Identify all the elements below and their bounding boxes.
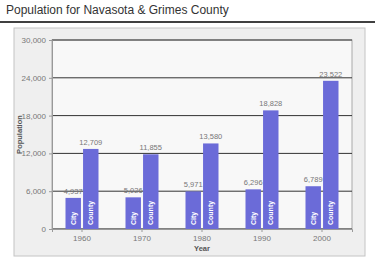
grid-line	[52, 77, 352, 78]
bar	[126, 197, 141, 229]
plot-area	[52, 40, 352, 229]
x-tick-label: 1990	[253, 234, 271, 243]
data-label: 6,789	[304, 175, 323, 184]
x-tick-mark	[262, 229, 263, 232]
series-name: City	[310, 212, 318, 225]
panel	[14, 28, 365, 256]
y-axis-title: Population	[15, 115, 24, 154]
data-label: 5,026	[124, 186, 143, 195]
title: Population for Navasota & Grimes County	[6, 3, 229, 17]
y-tick: 12,000	[22, 149, 52, 158]
x-tick: 1960	[73, 229, 91, 243]
x-tick-mark	[82, 229, 83, 232]
data-label: 23,522	[319, 70, 342, 79]
x-tick: 1970	[133, 229, 151, 243]
x-tick: 1990	[253, 229, 271, 243]
bar	[203, 143, 218, 229]
y-tick-mark	[49, 191, 52, 192]
y-tick-label: 18,000	[22, 112, 47, 121]
x-tick: 1980	[193, 229, 211, 243]
x-axis-line	[53, 230, 353, 233]
series-name: City	[190, 212, 198, 225]
data-label: 6,296	[244, 178, 263, 187]
bar-texts: City 4,937 City 5,026 City 5,971 City 6,296 City…	[64, 70, 342, 225]
series-name: County	[147, 201, 155, 225]
series-name: City	[250, 212, 258, 225]
y-tick: 0	[42, 225, 52, 234]
data-label: 12,709	[79, 138, 102, 147]
grid	[52, 40, 352, 229]
x-axis: 1960 1970 1980 1990 2000	[53, 229, 353, 243]
y-tick-label: 6,000	[26, 187, 47, 196]
x-tick-mark	[202, 229, 203, 232]
x-tick-label: 2000	[313, 234, 331, 243]
y-tick-mark	[49, 229, 52, 230]
bar	[83, 149, 98, 229]
series-name: County	[87, 201, 95, 225]
y-tick-mark	[49, 116, 52, 117]
data-label: 5,971	[184, 180, 203, 189]
bar	[306, 186, 321, 229]
x-tick-mark	[142, 229, 143, 232]
y-tick-label: 30,000	[22, 36, 47, 45]
bar	[246, 189, 261, 229]
x-tick-label: 1980	[193, 234, 211, 243]
data-label: 11,855	[140, 143, 162, 152]
y-tick: 18,000	[22, 112, 52, 121]
data-label: 18,828	[259, 99, 282, 108]
bar	[66, 198, 81, 229]
bar	[263, 110, 278, 229]
grid-line	[52, 115, 352, 116]
series-name: City	[70, 212, 78, 225]
y-tick-mark	[49, 153, 52, 154]
x-tick-label: 1960	[73, 234, 91, 243]
y-axis-line	[49, 41, 53, 230]
series-name: City	[130, 212, 138, 225]
series-name: County	[207, 201, 215, 225]
data-label: 4,937	[64, 187, 83, 196]
y-tick-label: 0	[42, 225, 47, 234]
y-tick-mark	[49, 40, 52, 41]
chart: Population for Navasota & Grimes County 0…	[0, 0, 375, 258]
title-rule	[0, 21, 375, 23]
x-tick-label: 1970	[133, 234, 151, 243]
series-name: County	[267, 201, 275, 225]
y-tick-label: 12,000	[22, 149, 47, 158]
x-axis-title: Year	[194, 244, 210, 253]
y-tick: 30,000	[22, 36, 52, 45]
y-tick-mark	[49, 78, 52, 79]
series-name: County	[327, 201, 335, 225]
y-tick: 24,000	[22, 74, 52, 83]
bar	[186, 191, 201, 229]
x-tick-mark	[322, 229, 323, 232]
x-tick: 2000	[313, 229, 331, 243]
y-axis: 0 6,000 12,000 18,000 24,000 30,000	[22, 36, 53, 234]
y-tick-label: 24,000	[22, 74, 47, 83]
y-tick: 6,000	[26, 187, 52, 196]
bar	[323, 81, 338, 229]
bars	[66, 81, 339, 229]
bar	[143, 154, 158, 229]
data-label: 13,580	[199, 132, 222, 141]
grid-line	[52, 40, 352, 41]
